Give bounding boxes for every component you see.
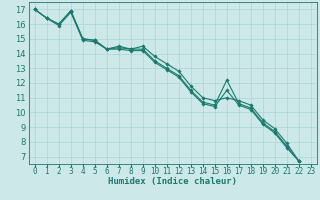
X-axis label: Humidex (Indice chaleur): Humidex (Indice chaleur) — [108, 177, 237, 186]
